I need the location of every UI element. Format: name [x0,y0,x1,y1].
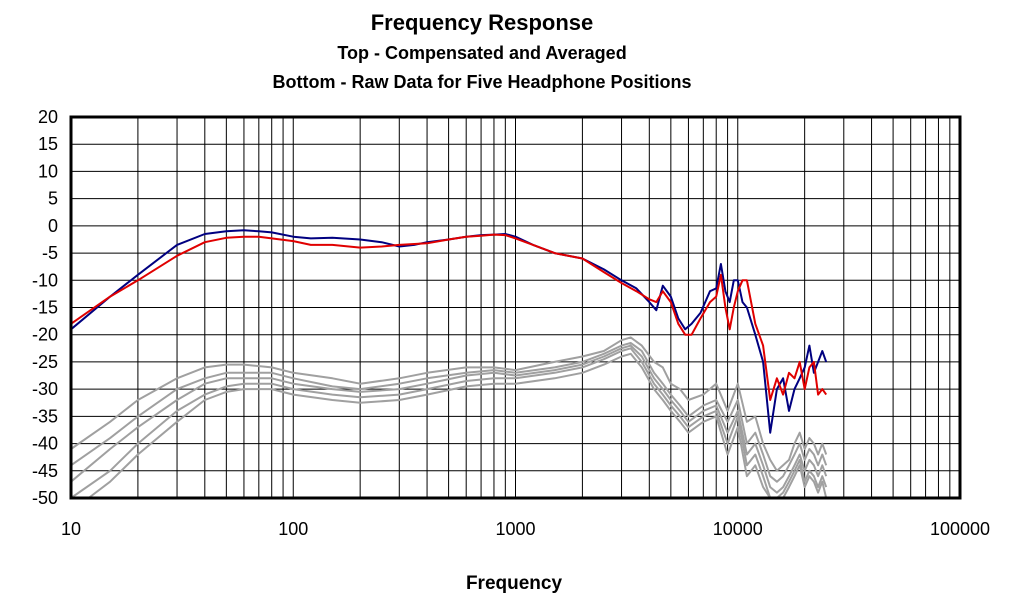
raw-data-series-line [70,336,828,472]
raw-data-series-line [70,344,828,494]
y-axis-ticks: 20 15 10 5 0 -5 -10 -15 -20 -25 -30 -35 -40 -45 -50 [32,107,58,508]
raw-data-series-line [87,352,828,499]
raw-data-series-line [70,347,828,499]
chart-subtitle-bottom: Bottom - Raw Data for Five Headphone Pos… [272,72,692,92]
plot-frame [69,115,962,500]
chart-subtitle-top: Top - Compensated and Averaged [337,43,627,63]
x-axis-label: Frequency [465,573,563,594]
y-tick-label: -30 [32,379,58,399]
y-tick-label: 20 [38,107,58,127]
x-tick-label: 100000 [930,519,990,539]
y-tick-label: 10 [38,161,58,181]
x-axis-ticks: 10 100 1000 10000 100000 [61,519,990,539]
x-tick-label: 1000 [495,519,535,539]
x-tick-label: 100 [278,519,308,539]
y-tick-label: -35 [32,406,58,426]
averaged-series-line [70,229,828,434]
y-tick-label: -5 [42,243,58,263]
series-layer [70,229,828,499]
y-tick-label: -25 [32,352,58,372]
y-tick-label: -45 [32,461,58,481]
y-tick-label: -10 [32,270,58,290]
y-tick-label: -50 [32,488,58,508]
y-tick-label: 0 [48,216,58,236]
x-tick-label: 10000 [713,519,763,539]
y-tick-label: -20 [32,325,58,345]
x-tick-label: 10 [61,519,81,539]
y-tick-label: -40 [32,434,58,454]
grid-lines [70,116,960,499]
y-tick-label: 15 [38,134,58,154]
chart-title: Frequency Response [370,10,594,35]
raw-data-series-line [70,341,828,483]
y-tick-label: -15 [32,298,58,318]
y-tick-label: 5 [48,189,58,209]
averaged-series-line [70,233,828,401]
